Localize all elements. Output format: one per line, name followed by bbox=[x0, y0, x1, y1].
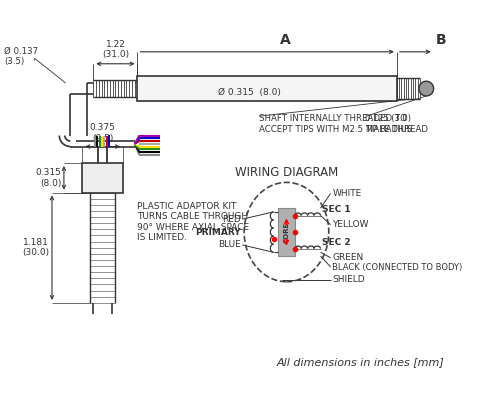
Text: YELLOW: YELLOW bbox=[332, 220, 368, 229]
Bar bbox=[82, 163, 122, 193]
Text: BLUE: BLUE bbox=[217, 241, 240, 249]
Text: Ø 0.315  (8.0): Ø 0.315 (8.0) bbox=[218, 88, 280, 97]
Bar bbox=[137, 76, 396, 102]
Text: WIRING DIAGRAM: WIRING DIAGRAM bbox=[234, 166, 337, 179]
Text: B: B bbox=[434, 33, 445, 47]
Text: CORE: CORE bbox=[283, 222, 289, 243]
Text: SHIELD: SHIELD bbox=[332, 276, 364, 284]
Text: 0.315
(8.0): 0.315 (8.0) bbox=[35, 168, 61, 187]
Text: PLASTIC ADAPTOR KIT
TURNS CABLE THROUGH
90° WHERE AXIAL SPACE
IS LIMITED.: PLASTIC ADAPTOR KIT TURNS CABLE THROUGH … bbox=[137, 202, 249, 242]
Text: SEC 2: SEC 2 bbox=[322, 238, 350, 247]
Text: BLACK (CONNECTED TO BODY): BLACK (CONNECTED TO BODY) bbox=[332, 262, 462, 272]
Text: 1.22
(31.0): 1.22 (31.0) bbox=[102, 40, 129, 59]
Text: 0.125 (3.0)
TIP RADIUS: 0.125 (3.0) TIP RADIUS bbox=[364, 114, 411, 134]
Text: 0.375
(9.5): 0.375 (9.5) bbox=[89, 123, 115, 143]
Text: PRIMARY: PRIMARY bbox=[194, 227, 240, 237]
Text: RED: RED bbox=[221, 215, 240, 224]
Text: SHAFT INTERNALLY THREADED TO
ACCEPT TIPS WITH M2.5 MALE THREAD: SHAFT INTERNALLY THREADED TO ACCEPT TIPS… bbox=[258, 114, 427, 134]
Text: SEC 1: SEC 1 bbox=[322, 205, 350, 214]
Text: GREEN: GREEN bbox=[332, 253, 363, 262]
Text: 1.181
(30.0): 1.181 (30.0) bbox=[22, 238, 49, 257]
Text: WHITE: WHITE bbox=[332, 189, 361, 198]
Text: A: A bbox=[279, 33, 290, 47]
Text: All dimensions in inches [mm]: All dimensions in inches [mm] bbox=[276, 357, 443, 367]
Bar bbox=[277, 208, 294, 256]
Circle shape bbox=[418, 81, 432, 96]
Text: Ø 0.137
(3.5): Ø 0.137 (3.5) bbox=[4, 47, 38, 66]
